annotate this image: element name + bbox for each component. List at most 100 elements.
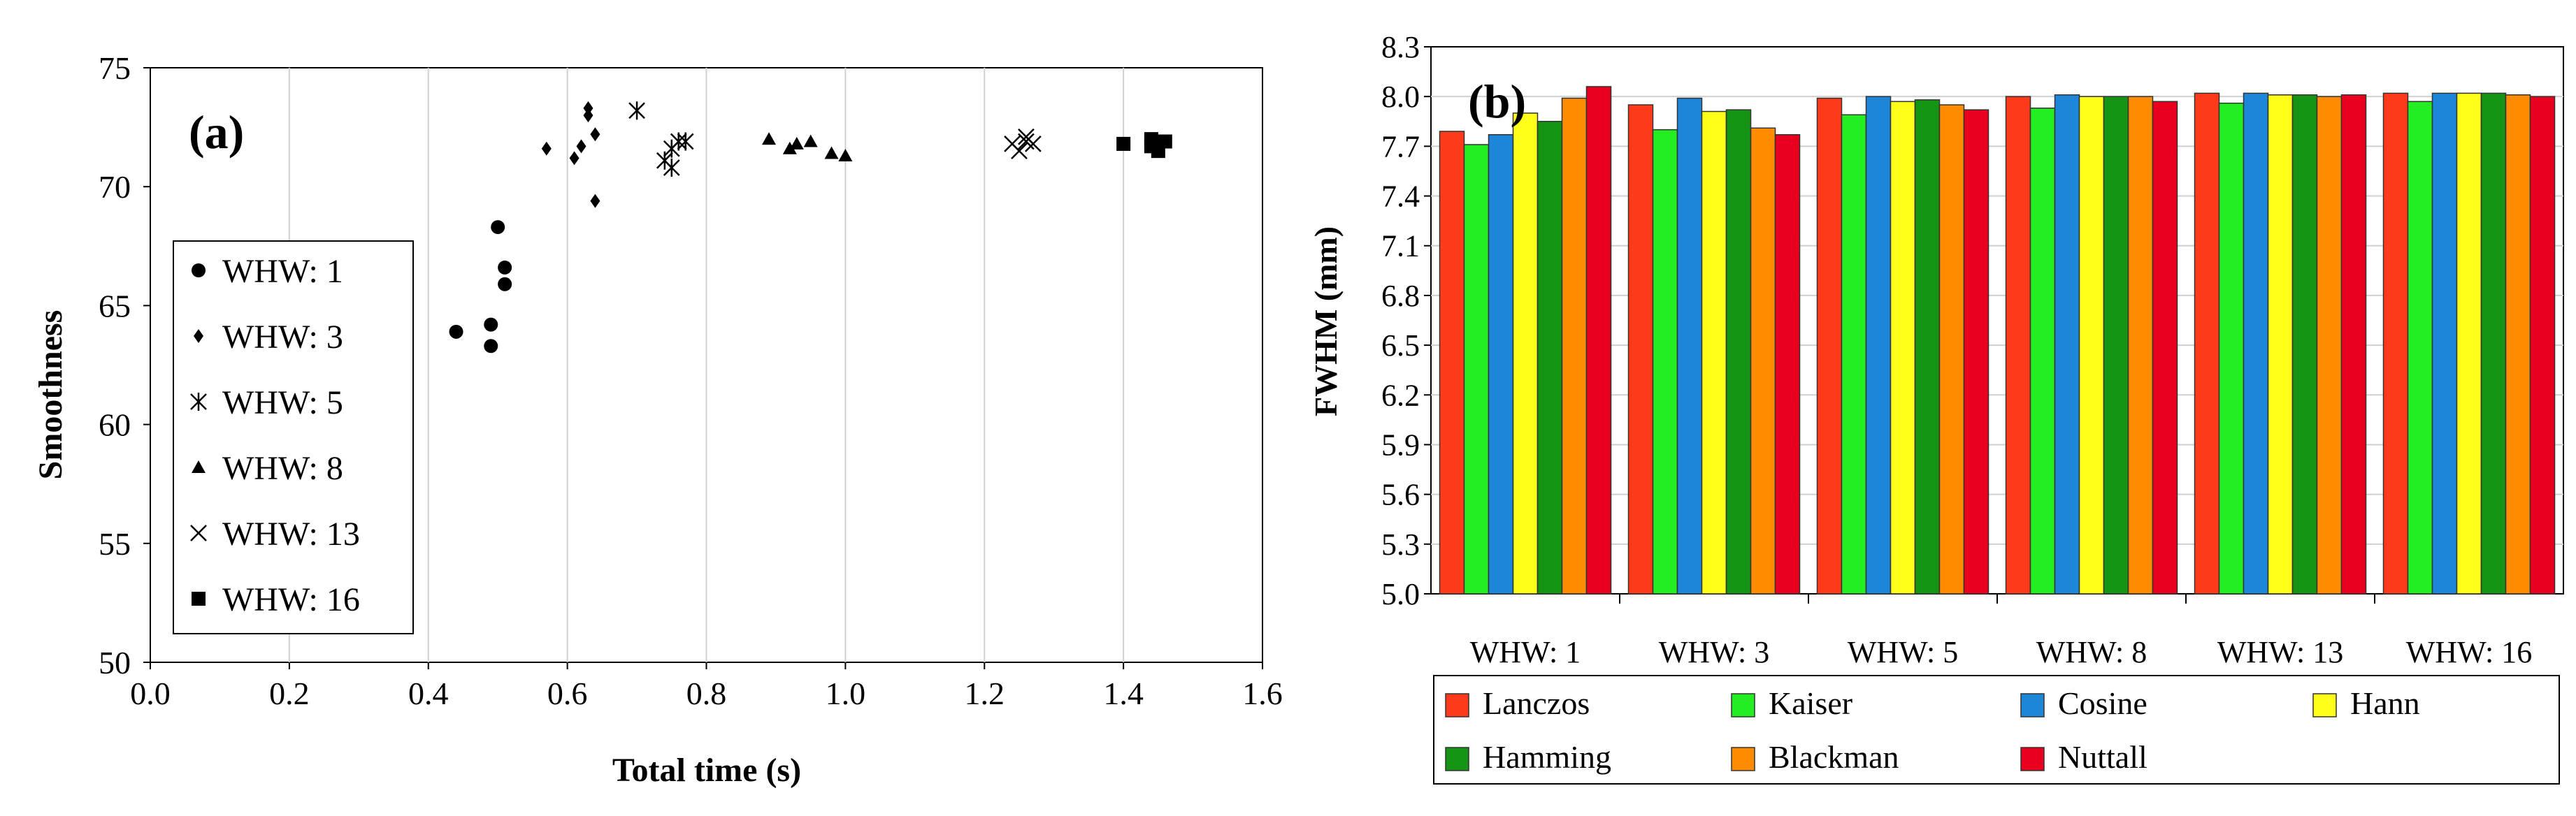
bar xyxy=(1865,96,1892,595)
plot-area-b xyxy=(1430,46,2564,595)
bar xyxy=(2078,96,2105,595)
y-tick-label-b: 6.5 xyxy=(1381,328,1420,363)
x-tick-label-a: 1.4 xyxy=(1103,676,1144,711)
data-point xyxy=(1158,134,1172,149)
x-tick-label-a: 1.0 xyxy=(826,676,866,711)
x-axis-title-a: Total time (s) xyxy=(612,752,801,789)
legend-box-a xyxy=(173,240,414,634)
y-tick-label-a: 65 xyxy=(99,288,131,323)
bar xyxy=(2529,96,2556,595)
panel-label-a: (a) xyxy=(189,105,244,159)
legend-swatch-b xyxy=(2020,747,2045,771)
x-tick-label-b: WHW: 8 xyxy=(2036,635,2147,669)
legend-label-b: Lanczos xyxy=(1483,685,1590,721)
bar xyxy=(2382,92,2409,595)
data-point xyxy=(583,101,593,115)
legend-swatch-b xyxy=(2020,693,2045,717)
y-tick-label-b: 7.1 xyxy=(1381,229,1420,263)
data-point xyxy=(484,339,498,354)
legend-label-b: Kaiser xyxy=(1769,685,1852,721)
legend-label-b: Nuttall xyxy=(2058,739,2147,775)
data-point xyxy=(590,194,600,208)
bar xyxy=(2054,94,2080,595)
y-tick-label-b: 6.2 xyxy=(1381,378,1420,412)
bar xyxy=(1750,127,1776,595)
y-tick-label-a: 60 xyxy=(99,407,131,443)
x-tick-label-b: WHW: 5 xyxy=(1848,635,1958,669)
data-point xyxy=(663,158,680,177)
legend-label-a: WHW: 5 xyxy=(222,384,343,421)
data-point xyxy=(569,151,580,166)
legend-swatch-b xyxy=(1445,693,1469,717)
y-tick-label-b: 8.3 xyxy=(1381,30,1420,64)
bar xyxy=(1914,99,1941,595)
legend-b: Lanczos Kaiser Cosine Hann Hamming Blackman Nu… xyxy=(1433,675,2560,785)
x-tick-label-a: 0.6 xyxy=(547,676,588,711)
legend-label-a: WHW: 13 xyxy=(222,516,360,553)
bar xyxy=(2218,102,2245,595)
data-point xyxy=(449,324,463,339)
legend-swatch-b xyxy=(2312,693,2337,717)
bar xyxy=(2291,94,2318,595)
legend-marker-a xyxy=(190,393,207,411)
bar xyxy=(1816,97,1843,595)
panel-a-scatter: 0.0 0.2 0.4 0.6 0.8 1.0 1.2 1.4 1.6505560657075 … xyxy=(32,50,1283,789)
bar xyxy=(1439,131,1465,595)
data-point xyxy=(824,146,839,159)
data-point xyxy=(1011,143,1028,160)
x-tick-label-a: 1.6 xyxy=(1242,676,1283,711)
data-point xyxy=(1024,136,1042,152)
legend-marker-a xyxy=(192,592,206,606)
bar xyxy=(1512,112,1539,595)
bar xyxy=(1585,86,1612,595)
y-axis-title-a: Smoothness xyxy=(32,310,69,480)
x-tick-label-a: 0.2 xyxy=(269,676,310,711)
legend-label-b: Hann xyxy=(2350,685,2420,721)
legend-label-b: Blackman xyxy=(1769,739,1899,775)
legend-label-a: WHW: 16 xyxy=(222,581,360,618)
bar xyxy=(1652,129,1678,595)
legend-a: WHW: 1 WHW: 3 WHW: 5 WHW: 8 WHW: 13 WHW: 16 xyxy=(173,240,414,634)
data-point xyxy=(498,260,512,275)
bar xyxy=(1938,104,1965,595)
legend-label-a: WHW: 1 xyxy=(222,253,343,290)
x-tick-label-b: WHW: 16 xyxy=(2406,635,2532,669)
bar xyxy=(2005,96,2031,595)
data-point xyxy=(789,136,804,150)
x-tick-label-a: 0.0 xyxy=(130,676,171,711)
data-point xyxy=(677,132,694,151)
data-point xyxy=(761,132,776,145)
y-tick-label-b: 7.4 xyxy=(1381,180,1420,214)
x-tick-label-a: 0.4 xyxy=(408,676,449,711)
legend-box-b xyxy=(1433,675,2560,785)
y-tick-label-b: 7.7 xyxy=(1381,129,1420,163)
legend-swatch-b xyxy=(1445,747,1469,771)
data-point xyxy=(838,148,853,161)
y-tick-label-b: 5.6 xyxy=(1381,478,1420,512)
panel-label-b: (b) xyxy=(1468,75,1526,128)
data-point xyxy=(803,134,818,147)
bar xyxy=(1725,109,1752,595)
y-tick-label-a: 75 xyxy=(99,50,131,86)
data-point xyxy=(491,220,505,235)
legend-label-a: WHW: 8 xyxy=(222,450,343,487)
bar xyxy=(2316,96,2343,595)
bar xyxy=(2480,92,2507,595)
legend-marker-a xyxy=(190,525,207,541)
bar xyxy=(1627,104,1654,595)
bar xyxy=(2456,92,2482,595)
bar xyxy=(2127,96,2154,595)
bar xyxy=(2103,96,2129,595)
bar xyxy=(2431,92,2458,595)
legend-marker-a xyxy=(192,263,206,277)
bar xyxy=(1561,97,1588,595)
y-tick-label-b: 5.0 xyxy=(1381,577,1420,611)
bar xyxy=(1537,121,1563,595)
bar xyxy=(2243,92,2269,595)
y-axis-title-b: FWHM (mm) xyxy=(1308,226,1344,416)
y-tick-label-a: 55 xyxy=(99,526,131,562)
bar xyxy=(2407,101,2433,595)
x-tick-label-b: WHW: 3 xyxy=(1659,635,1769,669)
panel-b-bar: 5.0 5.3 5.6 5.9 6.2 6.5 6.8 7.1 7.4 7.7 8.0 8.3 WHW:… xyxy=(1308,30,2564,785)
legend-marker-a xyxy=(192,460,206,473)
